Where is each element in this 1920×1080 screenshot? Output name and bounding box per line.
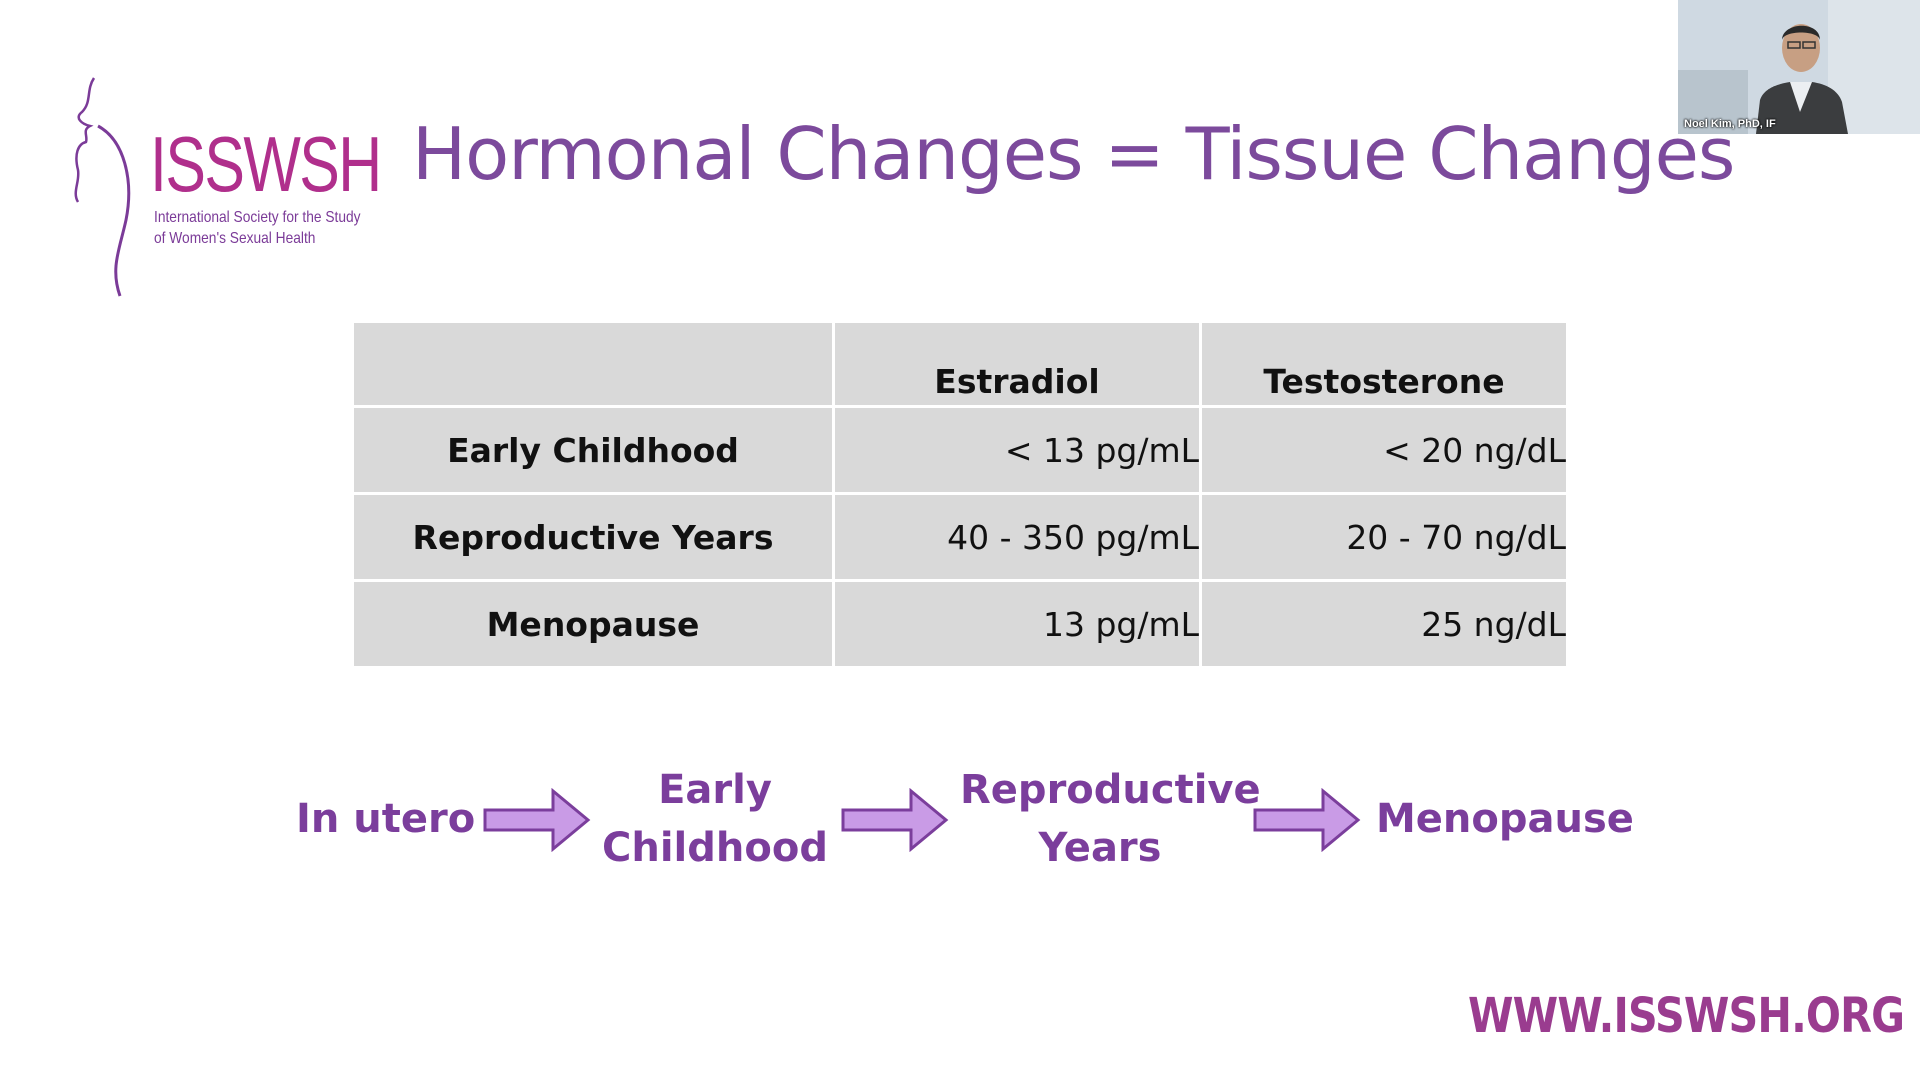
right-arrow-icon [483, 788, 591, 852]
table-row-label: Early Childhood [354, 408, 832, 492]
table-cell-estradiol: 13 pg/mL [835, 582, 1199, 666]
right-arrow-icon [1253, 788, 1361, 852]
table-cell-testosterone: < 20 ng/dL [1202, 408, 1566, 492]
table-cell-testosterone: 25 ng/dL [1202, 582, 1566, 666]
right-arrow-icon [841, 788, 949, 852]
flow-step-reproductive-years: Reproductive Years [960, 761, 1261, 877]
logo-brand-name: ISSWSH [150, 120, 382, 208]
table-cell-estradiol: 40 - 350 pg/mL [835, 495, 1199, 579]
flow-step-text: In utero [296, 796, 476, 842]
flow-step-text: Childhood [602, 825, 828, 871]
logo-tagline-line2: of Women's Sexual Health [154, 230, 316, 247]
website-url: WWW.ISSWSH.ORG [1468, 988, 1905, 1044]
flow-step-in-utero: In utero [296, 790, 476, 848]
flow-step-text: Early [658, 767, 772, 813]
participant-video-feed [1678, 0, 1920, 134]
flow-step-menopause: Menopause [1376, 790, 1634, 848]
table-row-label: Menopause [354, 582, 832, 666]
flow-step-text: Menopause [1376, 796, 1634, 842]
isswsh-logo-figure-icon [74, 77, 131, 297]
participant-video-tile[interactable]: Noel Kim, PhD, IF [1678, 0, 1920, 134]
table-cell-estradiol: < 13 pg/mL [835, 408, 1199, 492]
table-cell-testosterone: 20 - 70 ng/dL [1202, 495, 1566, 579]
table-header-estradiol: Estradiol [835, 323, 1199, 405]
hormone-table: Estradiol Testosterone Early Childhood <… [354, 323, 1566, 666]
flow-step-text: Years [1038, 825, 1162, 871]
table-row-label: Reproductive Years [354, 495, 832, 579]
isswsh-logo: ISSWSH International Society for the Stu… [68, 70, 382, 300]
flow-step-early-childhood: Early Childhood [600, 761, 830, 877]
table-header-empty [354, 323, 832, 405]
participant-name: Noel Kim, PhD, IF [1684, 118, 1776, 130]
table-header-testosterone: Testosterone [1202, 323, 1566, 405]
flow-step-text: Reproductive [960, 767, 1261, 813]
slide-title: Hormonal Changes = Tissue Changes [412, 112, 1735, 196]
logo-tagline: International Society for the Study of W… [154, 207, 378, 249]
logo-tagline-line1: International Society for the Study [154, 209, 361, 226]
